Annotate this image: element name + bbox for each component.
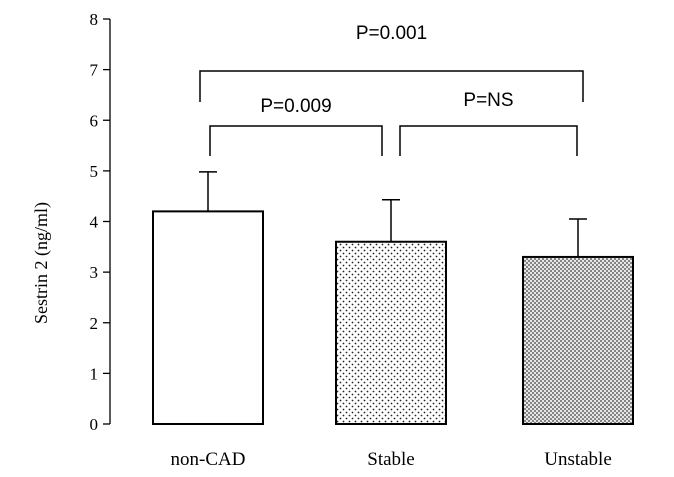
p-value-label: P=NS: [463, 90, 513, 111]
y-tick-label: 7: [90, 61, 99, 80]
y-tick-label: 4: [90, 213, 99, 232]
x-axis-labels: non-CAD Stable Unstable: [171, 449, 612, 470]
x-category-label: Unstable: [544, 449, 612, 470]
p-value-label: P=0.001: [356, 23, 427, 44]
y-tick-label: 3: [90, 263, 99, 282]
y-tick-label: 0: [90, 415, 99, 434]
y-tick-label: 1: [90, 364, 99, 383]
significance-bracket: [399, 125, 578, 156]
y-tick-label: 8: [90, 10, 99, 29]
significance-bracket: [199, 70, 584, 102]
y-axis: 0 1 2 3 4 5 6 7 8: [90, 10, 111, 434]
significance-bracket: [209, 125, 383, 156]
bar-stable: [335, 240, 447, 425]
bar-non-cad: [152, 210, 264, 425]
y-tick-label: 5: [90, 162, 99, 181]
x-category-label: non-CAD: [171, 449, 246, 470]
bars: [152, 210, 634, 425]
p-value-label: P=0.009: [260, 96, 331, 117]
significance-brackets: P=0.001 P=0.009 P=NS: [199, 23, 584, 156]
y-axis-label: Sestrin 2 (ng/ml): [31, 202, 52, 324]
error-bars: [199, 171, 587, 257]
x-category-label: Stable: [367, 449, 415, 470]
bar-unstable: [522, 255, 634, 425]
y-tick-label: 6: [90, 111, 99, 130]
y-tick-label: 2: [90, 314, 99, 333]
